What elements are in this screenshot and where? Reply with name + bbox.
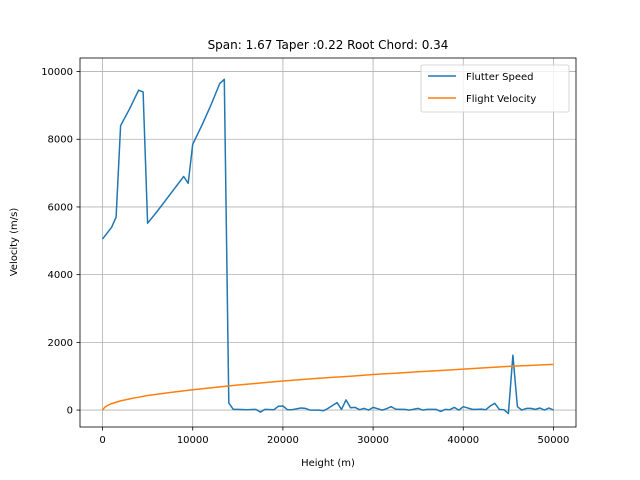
x-tick-label: 20000 bbox=[267, 435, 299, 446]
x-axis-label: Height (m) bbox=[301, 458, 355, 469]
legend: Flutter Speed Flight Velocity bbox=[420, 64, 570, 113]
y-tick-label: 6000 bbox=[48, 202, 73, 213]
series-line-flight-velocity bbox=[101, 363, 554, 411]
legend-box bbox=[420, 64, 570, 113]
x-tick-label: 30000 bbox=[357, 435, 389, 446]
y-tick-label: 2000 bbox=[48, 338, 73, 349]
x-tick-label: 0 bbox=[99, 435, 105, 446]
y-tick-label: 0 bbox=[67, 406, 73, 417]
x-tick-label: 40000 bbox=[447, 435, 479, 446]
x-tick-label: 50000 bbox=[538, 435, 570, 446]
y-tick-label: 10000 bbox=[41, 67, 73, 78]
series-layer bbox=[101, 78, 554, 415]
y-tick-label: 8000 bbox=[48, 135, 73, 146]
chart-title: Span: 1.67 Taper :0.22 Root Chord: 0.34 bbox=[208, 38, 449, 52]
legend-label-flutter-speed: Flutter Speed bbox=[466, 72, 534, 83]
legend-label-flight-velocity: Flight Velocity bbox=[466, 94, 536, 105]
series-line-flutter-speed bbox=[101, 78, 554, 415]
plot-frame bbox=[79, 57, 577, 428]
y-tick-label: 4000 bbox=[48, 270, 73, 281]
ticks: 0 10000 20000 30000 40000 50000 0 2000 4000 6000 8… bbox=[41, 67, 569, 446]
grid bbox=[80, 58, 576, 427]
y-axis-label: Velocity (m/s) bbox=[9, 208, 20, 277]
x-tick-label: 10000 bbox=[177, 435, 209, 446]
